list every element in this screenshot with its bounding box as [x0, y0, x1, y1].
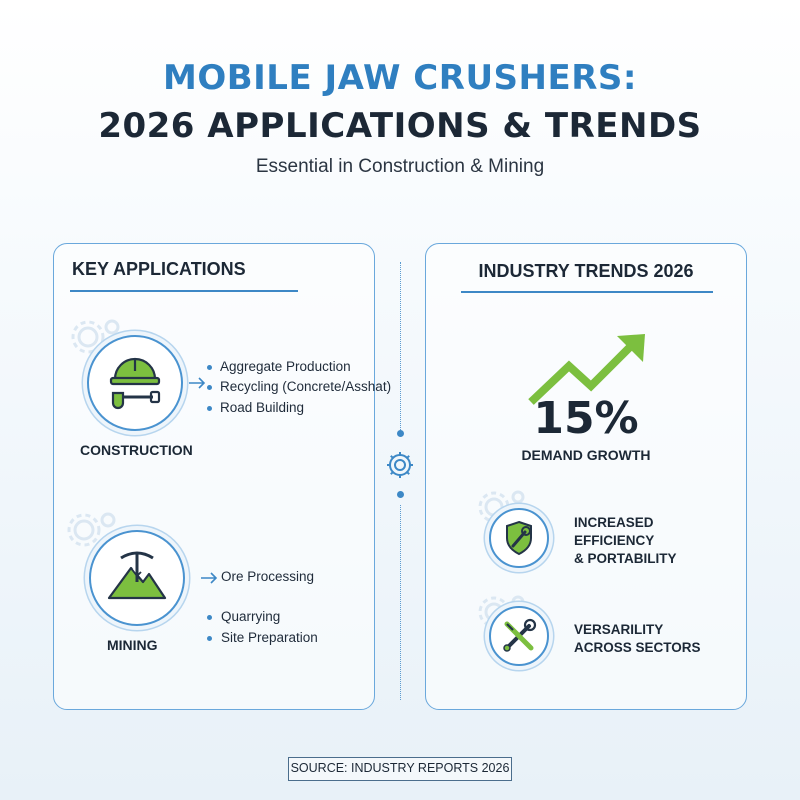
- mining-item: Ore Processing: [221, 569, 315, 584]
- bullet-dot: [207, 636, 212, 641]
- construction-item: Recycling (Concrete/Asshat): [220, 379, 392, 394]
- construction-label: CONSTRUCTION: [80, 442, 193, 458]
- trend-efficiency-line: EFFICIENCY: [574, 533, 655, 548]
- bullet-dot: [207, 385, 212, 390]
- growth-value: 15%: [533, 393, 639, 444]
- bullet-dot: [207, 365, 212, 370]
- industry-trends-rule: [461, 291, 713, 293]
- divider-line-bottom: [400, 505, 401, 700]
- industry-trends-panel: [425, 243, 747, 710]
- arrow-right-icon: [189, 377, 206, 389]
- decorative-gear-icon: [67, 512, 116, 547]
- hardhat-shovel-icon: [109, 357, 161, 410]
- page-title-line1: MOBILE JAW CRUSHERS:: [163, 58, 637, 98]
- versatility-icon-circle: [489, 606, 549, 666]
- trend-versatility-text: VERSARILITY ACROSS SECTORS: [574, 621, 701, 657]
- divider-line-top: [400, 262, 401, 430]
- mining-item: Quarrying: [221, 609, 281, 624]
- construction-icon-circle: [87, 335, 183, 431]
- industry-trends-heading: INDUSTRY TRENDS 2026: [478, 261, 694, 281]
- wrench-screwdriver-icon: [503, 618, 537, 652]
- growth-label: DEMAND GROWTH: [521, 447, 651, 463]
- trend-efficiency-line: INCREASED: [574, 515, 654, 530]
- bullet-dot: [207, 406, 212, 411]
- construction-item: Road Building: [220, 400, 305, 415]
- divider-dot: [397, 491, 404, 498]
- growth-arrow-icon: [528, 334, 645, 405]
- key-applications-heading: KEY APPLICATIONS: [72, 259, 246, 279]
- pickaxe-mountain-icon: [107, 551, 167, 600]
- efficiency-icon-circle: [489, 508, 549, 568]
- trend-efficiency-line: & PORTABILITY: [574, 551, 677, 566]
- mining-label: MINING: [107, 637, 158, 653]
- key-applications-rule: [70, 290, 298, 292]
- trend-versatility-line: VERSARILITY: [574, 622, 664, 637]
- key-applications-panel: [53, 243, 375, 710]
- divider-dot: [397, 430, 404, 437]
- bullet-dot: [207, 615, 212, 620]
- mining-item: Site Preparation: [221, 630, 318, 645]
- page-subtitle: Essential in Construction & Mining: [255, 156, 545, 177]
- arrow-right-icon: [201, 572, 218, 584]
- mining-icon-circle: [89, 530, 185, 626]
- page-title-line2: 2026 APPLICATIONS & TRENDS: [98, 106, 702, 146]
- construction-item: Aggregate Production: [220, 359, 351, 374]
- trend-efficiency-text: INCREASED EFFICIENCY & PORTABILITY: [574, 514, 677, 568]
- source-citation: SOURCE: INDUSTRY REPORTS 2026: [288, 757, 512, 781]
- trend-versatility-line: ACROSS SECTORS: [574, 640, 701, 655]
- gear-icon: [387, 452, 413, 478]
- shield-wrench-icon: [506, 520, 532, 556]
- decorative-gear-icon: [71, 319, 120, 354]
